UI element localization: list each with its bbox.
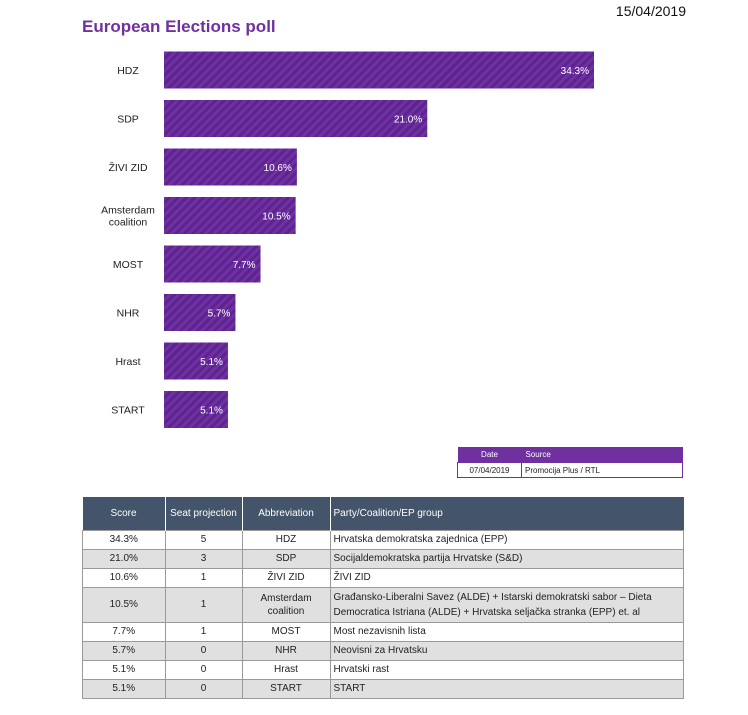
bars-group: HDZ 34.3% SDP 21.0% ŽIVI ZID 10.6% Amsterdam co…: [101, 51, 594, 428]
cell-abbreviation: NHR: [241, 641, 331, 661]
bar-chart: HDZ 34.3% SDP 21.0% ŽIVI ZID 10.6% Amsterdam co…: [101, 51, 594, 428]
chart-title: European Elections poll: [82, 17, 276, 36]
bar-hrast: [164, 342, 228, 380]
value-label: 5.1%: [200, 406, 223, 417]
table-row: 5.1% 0 START START: [82, 679, 684, 699]
cell-party: Hrvatski rast: [329, 660, 684, 680]
header-seat-projection: Seat projection: [165, 497, 243, 531]
cell-score: 10.6%: [82, 568, 166, 588]
cell-seats: 0: [164, 660, 243, 680]
report-date: 15/04/2019: [615, 3, 686, 19]
table-row: 7.7% 1 MOST Most nezavisnih lista: [82, 622, 684, 642]
header-score: Score: [82, 497, 166, 531]
results-table: Score Seat projection Abbreviation Party…: [82, 497, 684, 699]
cell-party: Neovisni za Hrvatsku: [329, 641, 684, 661]
table-row: 10.5% 1 Amsterdam coalition Građansko-Li…: [82, 587, 684, 623]
bar-sdp: [164, 100, 428, 137]
cell-seats: 1: [164, 568, 243, 588]
category-label: MOST: [113, 259, 144, 271]
cell-abbreviation: MOST: [241, 622, 331, 642]
cell-party: ŽIVI ZID: [329, 568, 684, 588]
cell-seats: 3: [164, 549, 243, 569]
source-date: 07/04/2019: [457, 462, 522, 478]
source-table-header-source: Source: [521, 447, 683, 463]
value-label: 10.6%: [264, 163, 292, 174]
source-name: Promocija Plus / RTL: [521, 462, 683, 478]
cell-seats: 5: [164, 530, 243, 550]
cell-abbreviation: START: [241, 679, 331, 699]
value-label: 7.7%: [233, 260, 256, 271]
category-label: ŽIVI ZID: [108, 161, 148, 174]
table-row: 5.1% 0 Hrast Hrvatski rast: [82, 660, 684, 680]
cell-party: Hrvatska demokratska zajednica (EPP): [329, 530, 684, 550]
cell-seats: 1: [164, 587, 243, 623]
header-party: Party/Coalition/EP group: [330, 497, 684, 531]
cell-score: 10.5%: [82, 587, 166, 623]
header-abbreviation: Abbreviation: [242, 497, 331, 531]
bar-most: [164, 245, 261, 283]
cell-score: 7.7%: [82, 622, 166, 642]
cell-abbreviation: HDZ: [241, 530, 331, 550]
source-table: Date Source 07/04/2019 Promocija Plus / …: [457, 447, 683, 478]
table-row: 34.3% 5 HDZ Hrvatska demokratska zajedni…: [82, 530, 684, 550]
cell-score: 34.3%: [82, 530, 166, 550]
cell-seats: 1: [164, 622, 243, 642]
source-table-header-date: Date: [457, 447, 522, 463]
cell-score: 5.1%: [82, 679, 166, 699]
value-label: 34.3%: [561, 66, 589, 77]
cell-seats: 0: [164, 641, 243, 661]
bar-amsterdam-coalition: [164, 197, 296, 234]
cell-score: 21.0%: [82, 549, 166, 569]
bar-hdz: [164, 51, 594, 89]
cell-party: Građansko-Liberalni Savez (ALDE) + Istar…: [329, 587, 684, 623]
value-label: 21.0%: [394, 115, 422, 126]
cell-seats: 0: [164, 679, 243, 699]
cell-party: Most nezavisnih lista: [329, 622, 684, 642]
category-label: HDZ: [117, 65, 139, 77]
cell-score: 5.1%: [82, 660, 166, 680]
category-label: START: [111, 405, 145, 417]
cell-score: 5.7%: [82, 641, 166, 661]
value-label: 10.5%: [262, 212, 290, 223]
bar-start: [164, 391, 228, 428]
cell-party: START: [329, 679, 684, 699]
value-label: 5.7%: [208, 309, 231, 320]
bar--ivi-zid: [164, 148, 297, 186]
cell-abbreviation: ŽIVI ZID: [241, 568, 331, 588]
table-row: 10.6% 1 ŽIVI ZID ŽIVI ZID: [82, 568, 684, 588]
category-label: Hrast: [115, 356, 140, 368]
cell-abbreviation: Amsterdam coalition: [241, 587, 331, 623]
source-table-row: 07/04/2019 Promocija Plus / RTL: [457, 462, 683, 478]
cell-party: Socijaldemokratska partija Hrvatske (S&D…: [329, 549, 684, 569]
table-row: 5.7% 0 NHR Neovisni za Hrvatsku: [82, 641, 684, 661]
category-label: Amsterdam coalition: [101, 205, 155, 229]
cell-abbreviation: SDP: [241, 549, 331, 569]
table-row: 21.0% 3 SDP Socijaldemokratska partija H…: [82, 549, 684, 569]
cell-abbreviation: Hrast: [241, 660, 331, 680]
value-label: 5.1%: [200, 357, 223, 368]
category-label: SDP: [117, 114, 139, 126]
bar-nhr: [164, 294, 236, 331]
category-label: NHR: [117, 308, 140, 320]
